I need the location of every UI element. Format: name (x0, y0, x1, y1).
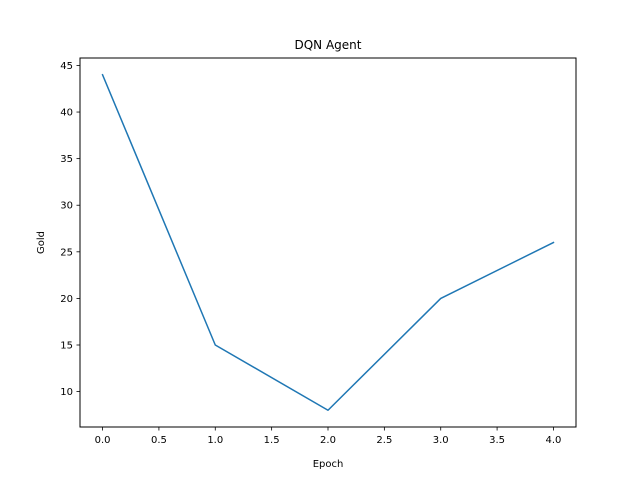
x-tick-label: 0.0 (95, 435, 111, 446)
y-tick-label: 20 (60, 294, 73, 305)
series-line-0 (101, 73, 555, 411)
x-tick-label: 4.0 (546, 435, 562, 446)
plot-area (101, 73, 555, 411)
y-tick-label: 35 (60, 154, 73, 165)
x-tick-label: 2.5 (376, 435, 392, 446)
x-axis-label: Epoch (313, 459, 344, 470)
x-tick-label: 2.0 (320, 435, 336, 446)
y-axis: 10 15 20 25 30 35 40 45 (60, 61, 80, 398)
y-tick-label: 45 (60, 61, 73, 72)
x-axis: 0.0 0.5 1.0 1.5 2.0 2.5 3.0 3.5 4.0 (95, 427, 562, 446)
y-tick-label: 25 (60, 247, 73, 258)
x-tick-label: 0.5 (151, 435, 167, 446)
x-tick-label: 3.0 (433, 435, 449, 446)
x-tick-label: 1.0 (207, 435, 223, 446)
y-tick-label: 30 (60, 201, 73, 212)
chart-title: DQN Agent (295, 38, 362, 52)
y-tick-label: 15 (60, 341, 73, 352)
y-tick-label: 40 (60, 108, 73, 119)
y-tick-label: 10 (60, 387, 73, 398)
y-axis-label: Gold (36, 231, 47, 254)
x-tick-label: 1.5 (264, 435, 280, 446)
x-tick-label: 3.5 (489, 435, 505, 446)
